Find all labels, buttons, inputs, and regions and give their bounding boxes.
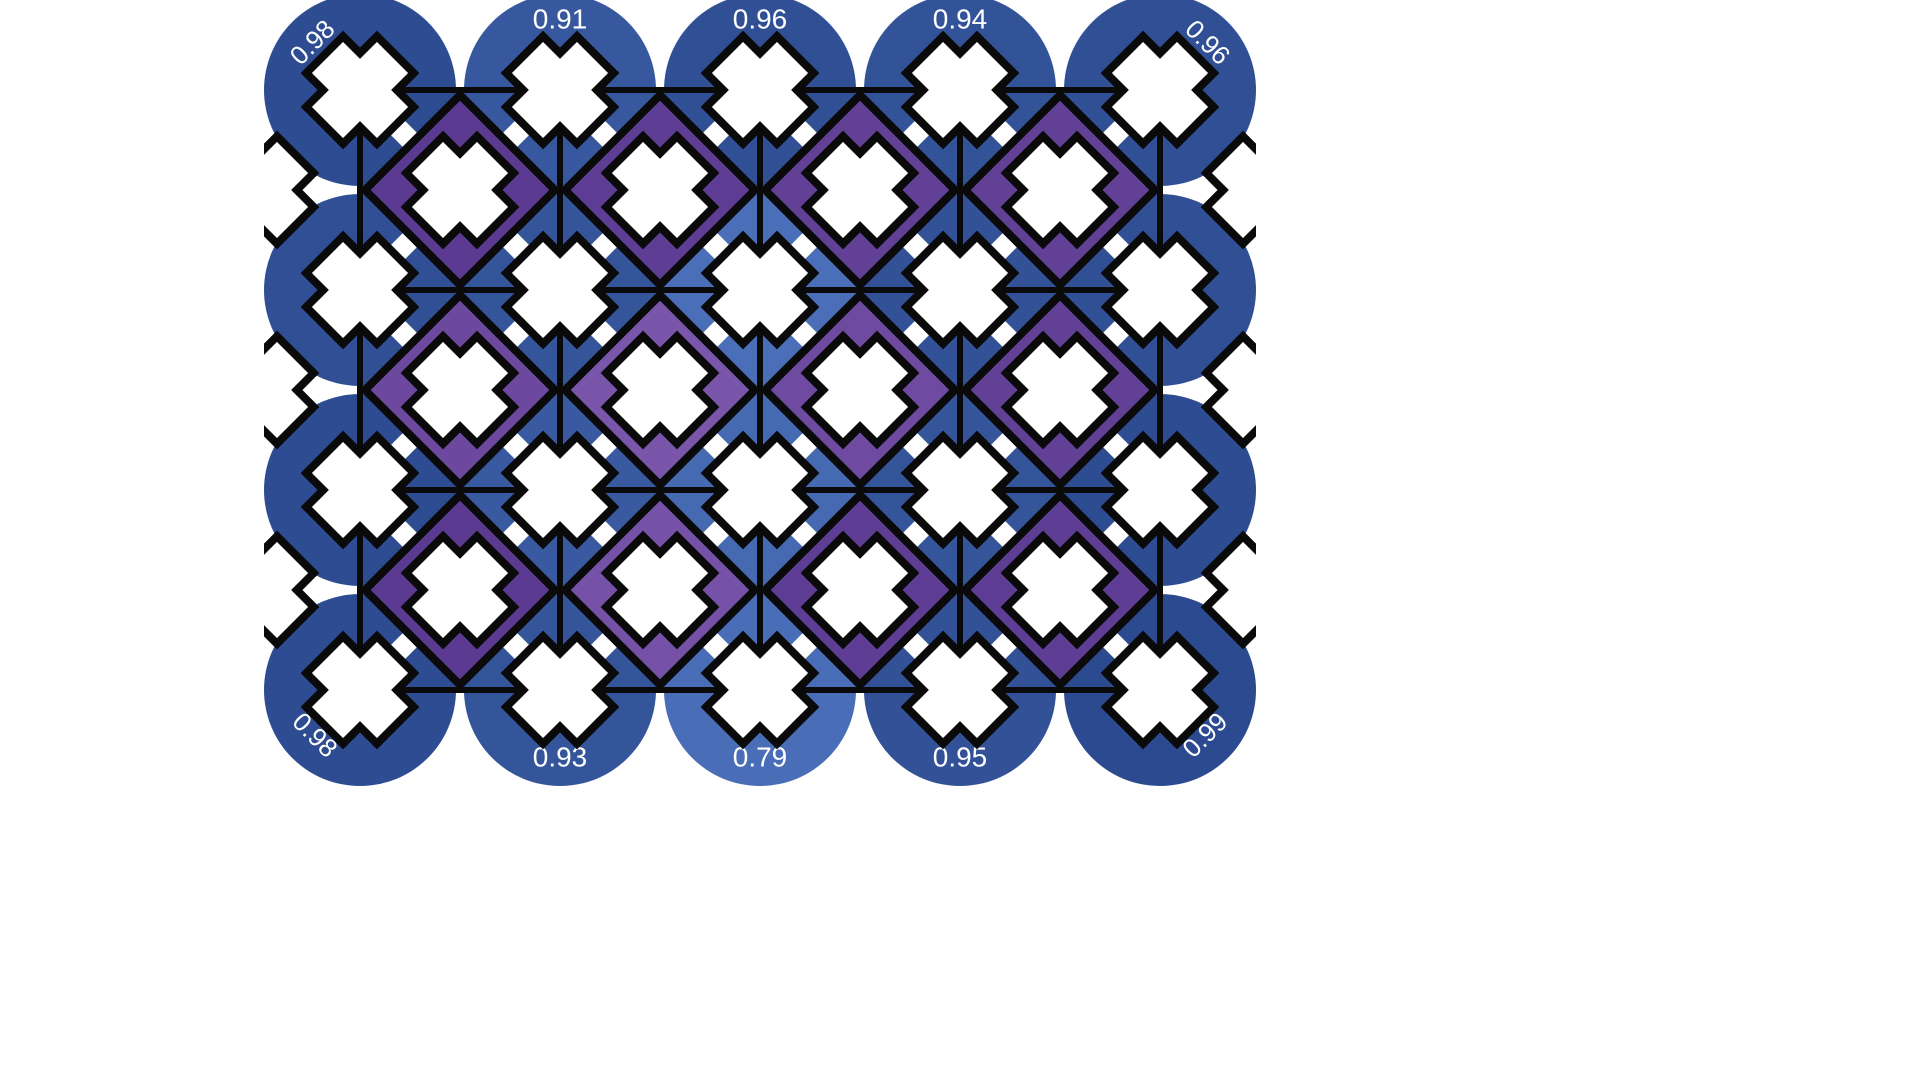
x-marker-icon: [506, 36, 613, 143]
x-marker-icon: [306, 436, 413, 543]
x-marker-icon: [1106, 36, 1213, 143]
circle-value-label: 0.96: [733, 3, 788, 34]
lattice-diagram: 0.980.910.960.940.960.960.930.780.950.96…: [0, 0, 1920, 1080]
x-marker-icon: [1006, 336, 1113, 443]
x-marker-icon: [606, 336, 713, 443]
x-marker-icon: [1206, 136, 1313, 243]
x-marker-icon: [406, 536, 513, 643]
x-marker-icon: [1106, 236, 1213, 343]
x-marker-icon: [206, 136, 313, 243]
x-marker-icon: [606, 536, 713, 643]
x-marker-icon: [206, 536, 313, 643]
x-marker-icon: [806, 336, 913, 443]
x-marker-icon: [906, 236, 1013, 343]
x-marker-icon: [206, 336, 313, 443]
x-marker-icon: [506, 436, 613, 543]
x-marker-icon: [1106, 636, 1213, 743]
x-marker-icon: [406, 136, 513, 243]
x-marker-icon: [906, 436, 1013, 543]
x-marker-icon: [1006, 136, 1113, 243]
x-marker-icon: [1006, 536, 1113, 643]
x-marker-icon: [506, 636, 613, 743]
x-marker-icon: [406, 336, 513, 443]
x-marker-icon: [706, 236, 813, 343]
x-marker-icon: [1206, 536, 1313, 643]
x-marker-icon: [306, 636, 413, 743]
circle-value-label: 0.91: [533, 3, 588, 34]
x-marker-icon: [706, 36, 813, 143]
x-marker-icon: [606, 136, 713, 243]
x-marker-icon: [906, 636, 1013, 743]
x-marker-icon: [506, 236, 613, 343]
x-marker-icon: [906, 36, 1013, 143]
x-marker-icon: [306, 236, 413, 343]
x-marker-icon: [1206, 336, 1313, 443]
x-marker-icon: [306, 36, 413, 143]
circle-value-label: 0.94: [933, 3, 988, 34]
x-marker-icon: [1106, 436, 1213, 543]
x-marker-icon: [706, 636, 813, 743]
x-marker-icon: [806, 536, 913, 643]
x-marker-icon: [806, 136, 913, 243]
x-marker-icon: [706, 436, 813, 543]
